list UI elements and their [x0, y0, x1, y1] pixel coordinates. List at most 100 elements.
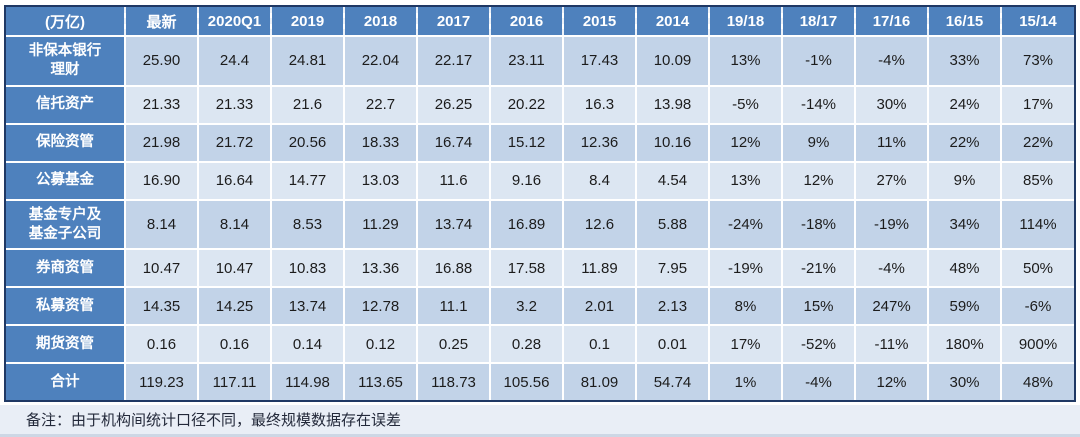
- cell: -11%: [854, 324, 928, 364]
- cell: 13%: [708, 160, 782, 200]
- cell: 13.74: [270, 286, 344, 326]
- table-row: 期货资管 0.16 0.16 0.14 0.12 0.25 0.28 0.1 0.01 17% -5…: [6, 324, 1074, 364]
- data-table: (万亿) 最新 2020Q1 2019 2018 2017 2016 2015 2014 19/…: [6, 7, 1074, 401]
- cell: 9%: [781, 122, 855, 162]
- cell: 900%: [1000, 324, 1074, 364]
- cell: 0.12: [343, 324, 417, 364]
- cell: -19%: [854, 198, 928, 250]
- cell: 16.74: [416, 122, 490, 162]
- cell: 21.33: [197, 84, 271, 124]
- cell: 81.09: [562, 362, 636, 401]
- row-label: 信托资产: [6, 84, 125, 124]
- table-row: 非保本银行 理财 25.90 24.4 24.81 22.04 22.17 23.11 17.…: [6, 35, 1074, 86]
- table-row: 信托资产 21.33 21.33 21.6 22.7 26.25 20.22 16.3 13.9…: [6, 84, 1074, 124]
- cell: 22.04: [343, 35, 417, 86]
- cell: 9.16: [489, 160, 563, 200]
- column-header: 2014: [635, 7, 709, 36]
- cell: 20.22: [489, 84, 563, 124]
- cell: -18%: [781, 198, 855, 250]
- cell: 114%: [1000, 198, 1074, 250]
- table-row: 券商资管 10.47 10.47 10.83 13.36 16.88 17.58 11.89 7…: [6, 248, 1074, 288]
- cell: 13.74: [416, 198, 490, 250]
- cell: 247%: [854, 286, 928, 326]
- cell: 14.35: [124, 286, 198, 326]
- table-row: 保险资管 21.98 21.72 20.56 18.33 16.74 15.12 12.36 1…: [6, 122, 1074, 162]
- cell: 12%: [781, 160, 855, 200]
- cell: 11.29: [343, 198, 417, 250]
- cell: 21.98: [124, 122, 198, 162]
- cell: 113.65: [343, 362, 417, 401]
- cell: 23.11: [489, 35, 563, 86]
- cell: 13.03: [343, 160, 417, 200]
- table-row: 合计 119.23 117.11 114.98 113.65 118.73 105.56 81…: [6, 362, 1074, 401]
- cell: 25.90: [124, 35, 198, 86]
- row-label: 基金专户及 基金子公司: [6, 198, 125, 250]
- row-label: 私募资管: [6, 286, 125, 326]
- cell: -4%: [781, 362, 855, 401]
- cell: 8%: [708, 286, 782, 326]
- cell: 59%: [927, 286, 1001, 326]
- cell: 12%: [854, 362, 928, 401]
- cell: 1%: [708, 362, 782, 401]
- header-row: (万亿) 最新 2020Q1 2019 2018 2017 2016 2015 2014 19/…: [6, 7, 1074, 36]
- cell: 8.53: [270, 198, 344, 250]
- cell: 8.14: [124, 198, 198, 250]
- column-header: 16/15: [927, 7, 1001, 36]
- column-header: 17/16: [854, 7, 928, 36]
- footnote: 备注：由于机构间统计口径不同，最终规模数据存在误差: [0, 405, 1080, 437]
- cell: 14.77: [270, 160, 344, 200]
- cell: 105.56: [489, 362, 563, 401]
- cell: 118.73: [416, 362, 490, 401]
- column-header: 2019: [270, 7, 344, 36]
- cell: -24%: [708, 198, 782, 250]
- cell: 16.89: [489, 198, 563, 250]
- cell: -21%: [781, 248, 855, 288]
- cell: 10.16: [635, 122, 709, 162]
- cell: -4%: [854, 35, 928, 86]
- cell: 12.6: [562, 198, 636, 250]
- cell: 12.78: [343, 286, 417, 326]
- cell: 0.16: [197, 324, 271, 364]
- cell: 0.1: [562, 324, 636, 364]
- table-body: 非保本银行 理财 25.90 24.4 24.81 22.04 22.17 23.11 17.…: [6, 35, 1074, 401]
- cell: -14%: [781, 84, 855, 124]
- cell: 15.12: [489, 122, 563, 162]
- cell: 33%: [927, 35, 1001, 86]
- cell: 117.11: [197, 362, 271, 401]
- row-label: 期货资管: [6, 324, 125, 364]
- cell: 4.54: [635, 160, 709, 200]
- cell: 14.25: [197, 286, 271, 326]
- cell: 22.17: [416, 35, 490, 86]
- column-header: 15/14: [1000, 7, 1074, 36]
- cell: 15%: [781, 286, 855, 326]
- cell: 48%: [927, 248, 1001, 288]
- cell: 20.56: [270, 122, 344, 162]
- cell: 16.3: [562, 84, 636, 124]
- cell: 13.36: [343, 248, 417, 288]
- column-header: 18/17: [781, 7, 855, 36]
- cell: 50%: [1000, 248, 1074, 288]
- column-header: 19/18: [708, 7, 782, 36]
- column-header: 2015: [562, 7, 636, 36]
- cell: 8.4: [562, 160, 636, 200]
- cell: 27%: [854, 160, 928, 200]
- cell: 7.95: [635, 248, 709, 288]
- cell: 12.36: [562, 122, 636, 162]
- cell: 24.4: [197, 35, 271, 86]
- row-label: 非保本银行 理财: [6, 35, 125, 86]
- column-header: 2018: [343, 7, 417, 36]
- cell: 11.89: [562, 248, 636, 288]
- cell: 34%: [927, 198, 1001, 250]
- cell: 17%: [708, 324, 782, 364]
- asset-management-table: (万亿) 最新 2020Q1 2019 2018 2017 2016 2015 2014 19/…: [4, 5, 1076, 403]
- cell: -5%: [708, 84, 782, 124]
- cell: 10.47: [197, 248, 271, 288]
- cell: 0.25: [416, 324, 490, 364]
- table-row: 基金专户及 基金子公司 8.14 8.14 8.53 11.29 13.74 16.89 12…: [6, 198, 1074, 250]
- row-label: 合计: [6, 362, 125, 401]
- footnote-text: 备注：由于机构间统计口径不同，最终规模数据存在误差: [26, 412, 402, 430]
- cell: 2.01: [562, 286, 636, 326]
- cell: 8.14: [197, 198, 271, 250]
- cell: 114.98: [270, 362, 344, 401]
- cell: 2.13: [635, 286, 709, 326]
